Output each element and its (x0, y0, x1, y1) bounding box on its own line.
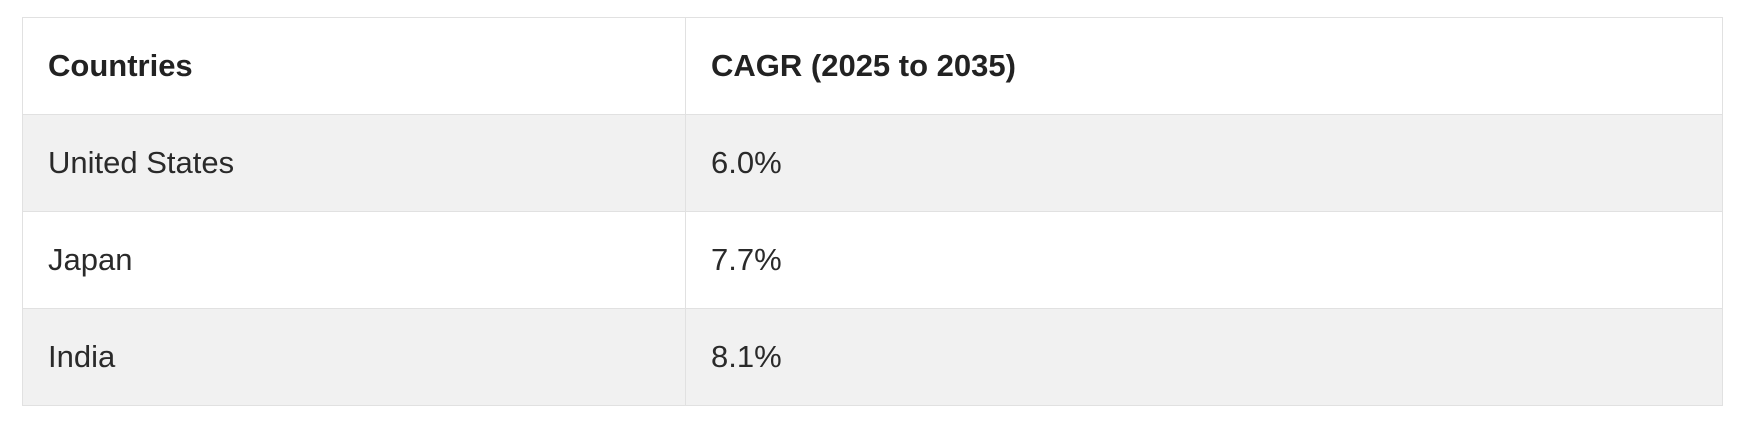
cagr-cell: 6.0% (685, 114, 1723, 212)
column-header-countries: Countries (22, 17, 686, 115)
table-row: India 8.1% (22, 308, 1723, 406)
cagr-table-container: Countries CAGR (2025 to 2035) United Sta… (22, 17, 1723, 406)
country-cell: Japan (22, 211, 686, 309)
table-row: Japan 7.7% (22, 211, 1723, 309)
header-row: Countries CAGR (2025 to 2035) (22, 17, 1723, 115)
cagr-cell: 8.1% (685, 308, 1723, 406)
column-header-cagr: CAGR (2025 to 2035) (685, 17, 1723, 115)
table-body: United States 6.0% Japan 7.7% India 8.1% (22, 114, 1723, 406)
cagr-cell: 7.7% (685, 211, 1723, 309)
table-header: Countries CAGR (2025 to 2035) (22, 17, 1723, 115)
cagr-table: Countries CAGR (2025 to 2035) United Sta… (22, 17, 1723, 406)
country-cell: India (22, 308, 686, 406)
country-cell: United States (22, 114, 686, 212)
table-row: United States 6.0% (22, 114, 1723, 212)
